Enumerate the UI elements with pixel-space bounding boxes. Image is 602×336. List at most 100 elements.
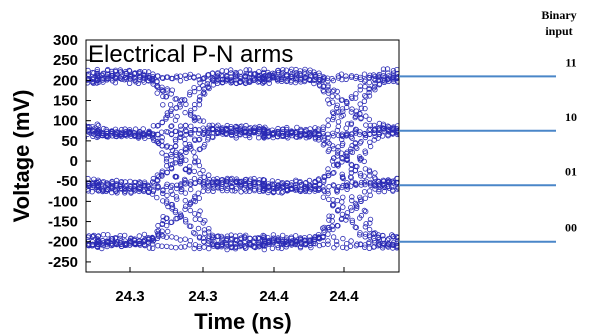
- eye-sample-point: [187, 179, 194, 185]
- eye-sample-point: [206, 177, 213, 183]
- eye-sample-point: [160, 198, 166, 204]
- eye-sample-point: [160, 93, 166, 100]
- eye-sample-point: [100, 79, 106, 85]
- eye-sample-point: [256, 243, 262, 250]
- x-tick-label: 24.3: [188, 288, 217, 305]
- eye-sample-point: [330, 77, 337, 84]
- eye-sample-point: [202, 217, 208, 224]
- eye-sample-point: [242, 232, 249, 238]
- eye-sample-point: [168, 219, 175, 225]
- eye-sample-point: [228, 244, 235, 251]
- eye-sample-point: [104, 67, 111, 74]
- eye-sample-point: [320, 76, 327, 82]
- eye-sample-point: [210, 134, 216, 141]
- eye-sample-point: [81, 128, 86, 133]
- eye-sample-point: [128, 183, 134, 190]
- eye-sample-point: [246, 241, 253, 248]
- eye-sample-point: [363, 208, 369, 215]
- eye-sample-point: [241, 239, 248, 246]
- eye-sample-point: [209, 133, 215, 140]
- eye-sample-point: [398, 236, 399, 239]
- eye-sample-point: [182, 145, 188, 152]
- eye-sample-point: [312, 233, 318, 240]
- eye-sample-point: [384, 184, 391, 190]
- eye-sample-point: [160, 102, 166, 108]
- eye-sample-point: [325, 122, 331, 129]
- eye-sample-point: [366, 226, 373, 233]
- eye-sample-point: [174, 196, 180, 202]
- eye-sample-point: [146, 131, 152, 137]
- eye-sample-point: [349, 194, 355, 200]
- eye-sample-point: [298, 128, 304, 134]
- eye-sample-point: [94, 243, 100, 249]
- eye-sample-point: [375, 77, 381, 84]
- eye-sample-point: [128, 238, 134, 245]
- eye-sample-point: [169, 234, 175, 240]
- eye-sample-point: [183, 75, 190, 82]
- eye-sample-point: [168, 123, 174, 130]
- eye-sample-point: [326, 226, 333, 233]
- eye-sample-point: [150, 175, 157, 182]
- eye-sample-point: [280, 189, 286, 195]
- eye-sample-point: [149, 191, 156, 197]
- eye-sample-point: [372, 86, 378, 93]
- eye-sample-point: [398, 179, 399, 182]
- eye-sample-point: [190, 229, 197, 236]
- eye-sample-point: [200, 118, 207, 124]
- eye-sample-point: [384, 178, 391, 184]
- eye-sample-point: [372, 83, 378, 90]
- eye-sample-point: [330, 201, 337, 208]
- eye-sample-point: [238, 235, 244, 241]
- eye-sample-point: [321, 177, 327, 183]
- eye-sample-point: [123, 242, 130, 248]
- eye-sample-point: [179, 97, 185, 103]
- eye-sample-point: [348, 146, 354, 152]
- eye-sample-point: [280, 133, 286, 139]
- eye-sample-point: [172, 173, 178, 180]
- eye-sample-point: [401, 245, 406, 250]
- binary-level-code: 01: [565, 164, 577, 178]
- eye-sample-point: [86, 80, 87, 84]
- eye-sample-point: [182, 177, 188, 184]
- eye-sample-point: [155, 183, 161, 189]
- eye-sample-point: [167, 144, 174, 151]
- eye-sample-point: [316, 242, 323, 249]
- eye-sample-point: [209, 126, 215, 133]
- eye-sample-point: [167, 101, 174, 108]
- eye-sample-point: [297, 188, 303, 194]
- eye-sample-point: [100, 70, 106, 77]
- eye-sample-point: [126, 80, 133, 86]
- eye-sample-point: [177, 237, 184, 243]
- eye-sample-point: [178, 188, 184, 195]
- eye-sample-point: [158, 129, 165, 135]
- eye-sample-point: [105, 186, 111, 193]
- eye-sample-point: [187, 110, 194, 116]
- eye-sample-point: [223, 130, 229, 136]
- eye-sample-point: [210, 188, 216, 194]
- eye-sample-point: [400, 177, 405, 182]
- eye-sample-point: [123, 74, 129, 81]
- eye-sample-point: [117, 75, 123, 81]
- eye-sample-point: [86, 123, 88, 129]
- eye-sample-point: [325, 166, 331, 172]
- eye-sample-point: [104, 243, 110, 250]
- binary-input-header: input: [545, 24, 572, 38]
- eye-sample-point: [219, 125, 225, 131]
- eye-sample-point: [91, 70, 97, 76]
- eye-sample-point: [270, 189, 277, 196]
- eye-sample-point: [311, 234, 318, 241]
- binary-input-header: Binary: [541, 8, 576, 22]
- eye-sample-point: [284, 180, 290, 186]
- eye-sample-point: [182, 203, 189, 209]
- eye-sample-point: [367, 180, 374, 187]
- eye-sample-point: [205, 84, 211, 91]
- eye-sample-point: [214, 73, 221, 79]
- eye-sample-point: [283, 238, 289, 245]
- eye-sample-point: [269, 245, 276, 252]
- eye-sample-point: [358, 179, 365, 186]
- eye-sample-point: [210, 179, 216, 185]
- eye-sample-point: [285, 129, 291, 136]
- eye-sample-point: [302, 74, 309, 80]
- eye-sample-point: [372, 183, 378, 189]
- eye-sample-point: [243, 122, 249, 129]
